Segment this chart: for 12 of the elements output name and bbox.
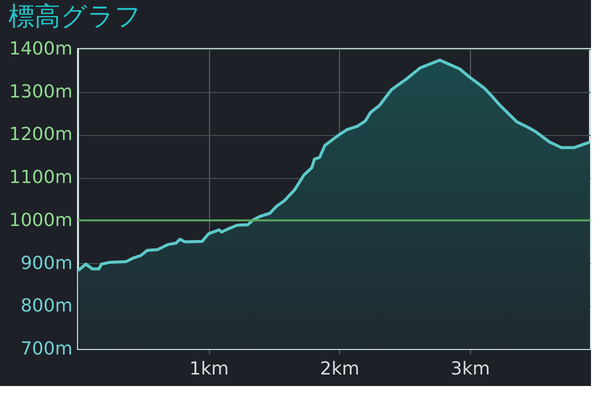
y-tick-label: 800m <box>20 296 72 317</box>
y-tick-label: 1200m <box>9 124 72 146</box>
x-tick-label: 2km <box>320 358 360 380</box>
y-tick-label: 1000m <box>9 210 72 231</box>
chart-title: 標高グラフ <box>8 2 142 32</box>
y-tick-label: 1300m <box>9 81 72 102</box>
y-tick-label: 1100m <box>9 167 72 188</box>
y-tick-label: 1400m <box>9 38 72 60</box>
x-tick-label: 3km <box>450 358 490 380</box>
x-tick-label: 1km <box>189 358 229 380</box>
y-tick-label: 700m <box>20 338 72 360</box>
y-tick-label: 900m <box>20 252 72 274</box>
